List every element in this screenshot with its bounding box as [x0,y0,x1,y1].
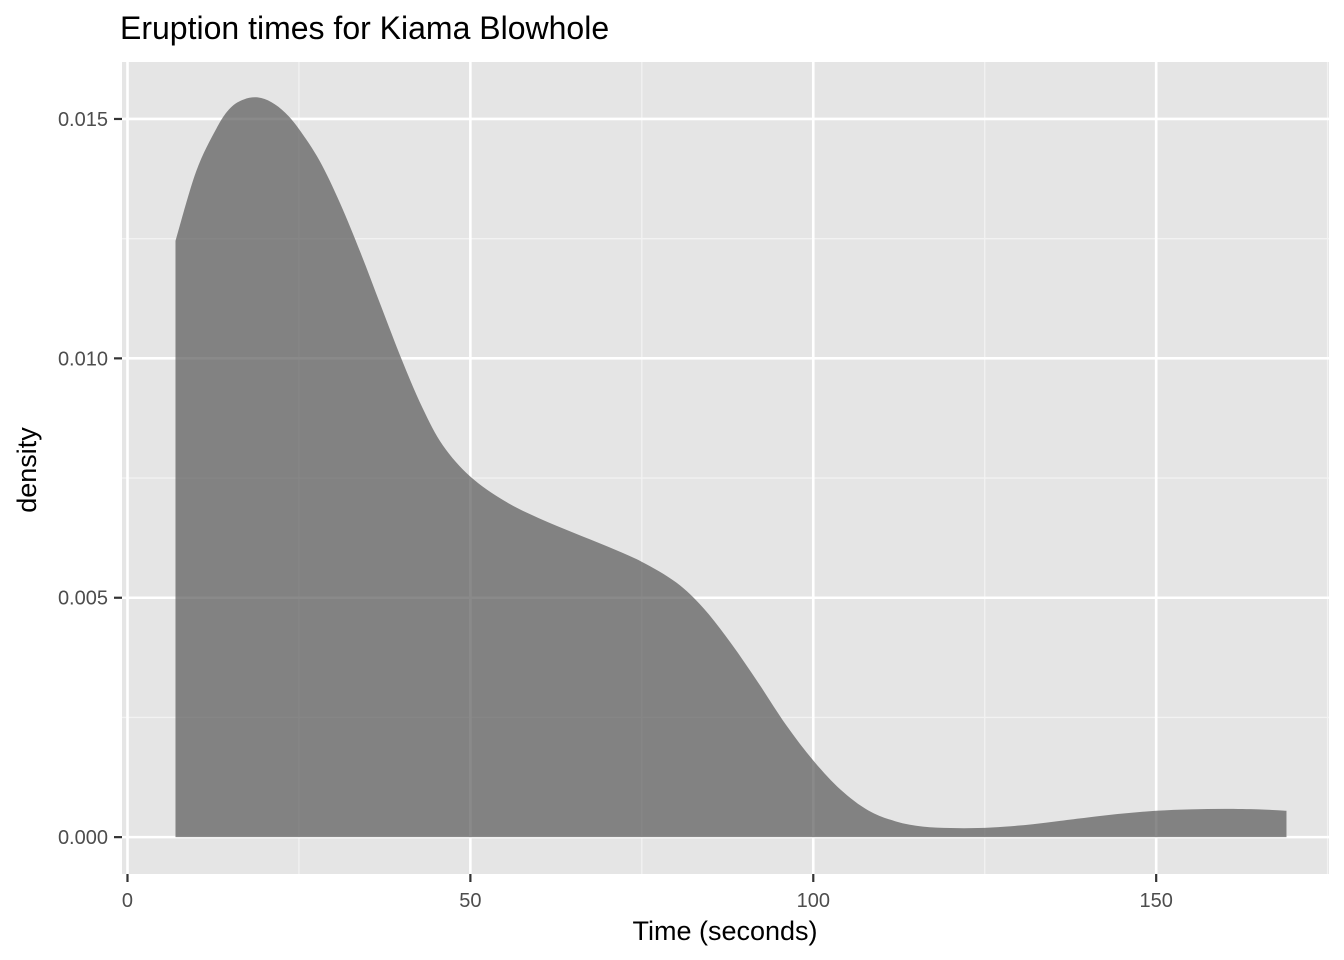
x-axis-title: Time (seconds) [632,916,817,946]
x-axis: 0 50 100 150 [122,874,1173,912]
x-tick-label: 100 [797,890,830,912]
y-tick-label: 0.015 [58,109,108,131]
x-tick-label: 0 [122,890,133,912]
density-area-layer [175,97,1287,838]
x-tick-label: 50 [459,890,481,912]
chart-title: Eruption times for Kiama Blowhole [120,10,609,46]
y-tick-label: 0.000 [58,827,108,849]
y-axis: 0.000 0.005 0.010 0.015 [58,109,122,849]
density-area [175,97,1287,838]
x-tick-label: 150 [1139,890,1172,912]
y-axis-title: density [12,427,42,513]
major-gridlines [122,62,1329,874]
y-tick-label: 0.005 [58,588,108,610]
y-tick-label: 0.010 [58,348,108,370]
